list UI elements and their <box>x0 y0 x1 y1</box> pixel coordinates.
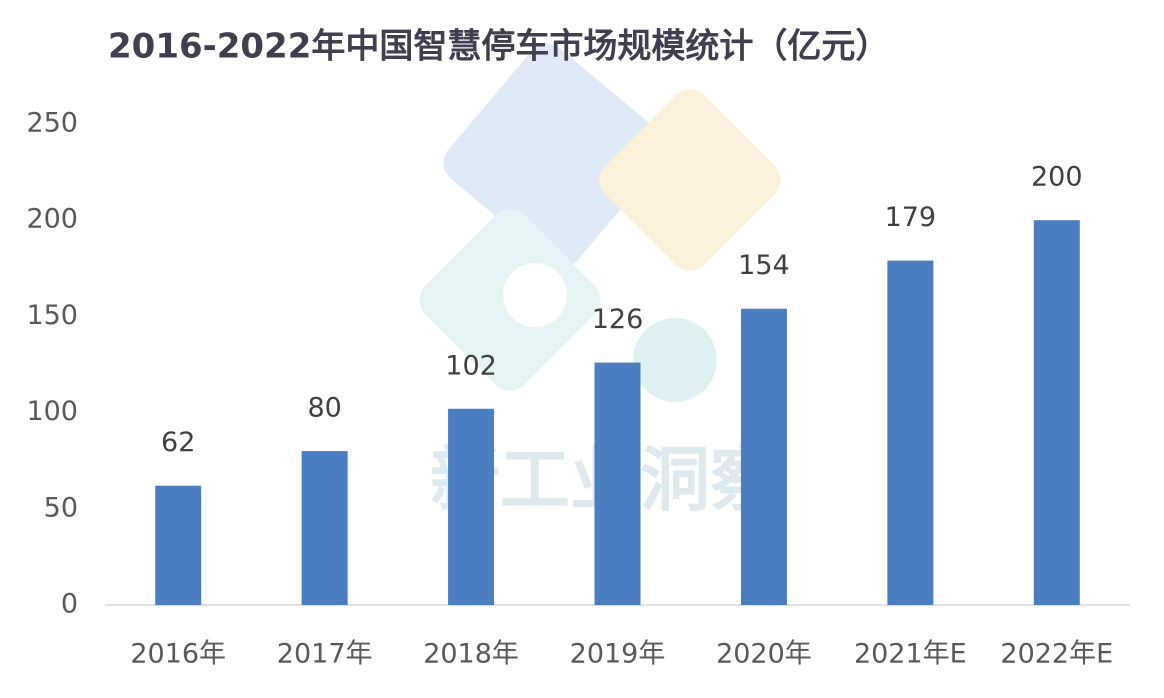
bar <box>155 485 202 605</box>
y-tick-label: 150 <box>26 300 78 331</box>
chart-title: 2016-2022年中国智慧停车市场规模统计（亿元） <box>108 27 889 67</box>
value-label: 179 <box>885 202 937 233</box>
value-label: 80 <box>307 393 341 424</box>
watermark-shapes <box>419 43 781 402</box>
x-tick-label: 2019年 <box>570 639 666 670</box>
x-tick-label: 2016年 <box>130 639 226 670</box>
x-tick-label: 2020年 <box>716 639 812 670</box>
x-tick-label: 2017年 <box>277 639 373 670</box>
x-tick-label: 2021年E <box>854 639 967 670</box>
x-tick-label: 2018年 <box>423 639 519 670</box>
x-tick-label: 2022年E <box>1000 639 1113 670</box>
value-label: 154 <box>738 250 790 281</box>
value-label: 126 <box>592 304 644 335</box>
value-label: 102 <box>445 350 497 381</box>
bar <box>594 362 641 605</box>
y-tick-label: 250 <box>26 108 78 139</box>
bar <box>301 451 348 605</box>
y-tick-label: 50 <box>44 492 78 523</box>
value-label: 62 <box>161 427 195 458</box>
value-label: 200 <box>1031 162 1083 193</box>
bar <box>1033 220 1080 605</box>
y-tick-label: 0 <box>61 589 78 620</box>
y-tick-label: 200 <box>26 204 78 235</box>
bar <box>887 260 934 605</box>
bar <box>740 308 787 605</box>
y-tick-label: 100 <box>26 396 78 427</box>
bar <box>448 408 495 605</box>
